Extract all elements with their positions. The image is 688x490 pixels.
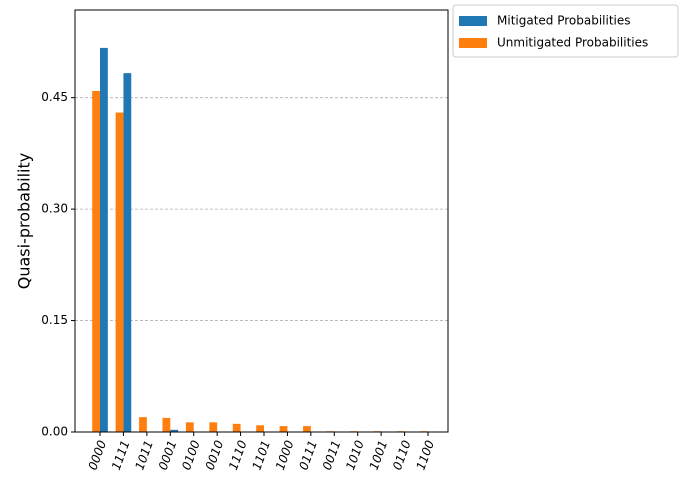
bar	[100, 47, 108, 433]
bar	[162, 417, 171, 432]
bar	[92, 90, 101, 432]
bar	[232, 423, 241, 432]
bar	[170, 429, 179, 432]
legend-swatch	[459, 38, 487, 48]
bar	[209, 422, 218, 432]
legend-label: Unmitigated Probabilities	[497, 36, 648, 50]
y-axis-label: Quasi-probability	[15, 153, 34, 289]
axes-frame	[74, 9, 449, 433]
y-tick-label: 0.15	[41, 313, 68, 327]
legend-swatch	[459, 16, 487, 26]
legend-label: Mitigated Probabilities	[497, 14, 631, 28]
y-tick-label: 0.30	[41, 202, 68, 216]
y-tick-label: 0.00	[41, 425, 68, 439]
y-tick-label: 0.45	[41, 90, 68, 104]
bar	[115, 112, 124, 432]
bar	[185, 422, 194, 432]
bar	[279, 426, 288, 432]
bar	[303, 426, 311, 432]
bar	[256, 425, 264, 432]
bar	[139, 417, 147, 432]
bar	[123, 73, 132, 433]
legend-box	[452, 4, 679, 58]
